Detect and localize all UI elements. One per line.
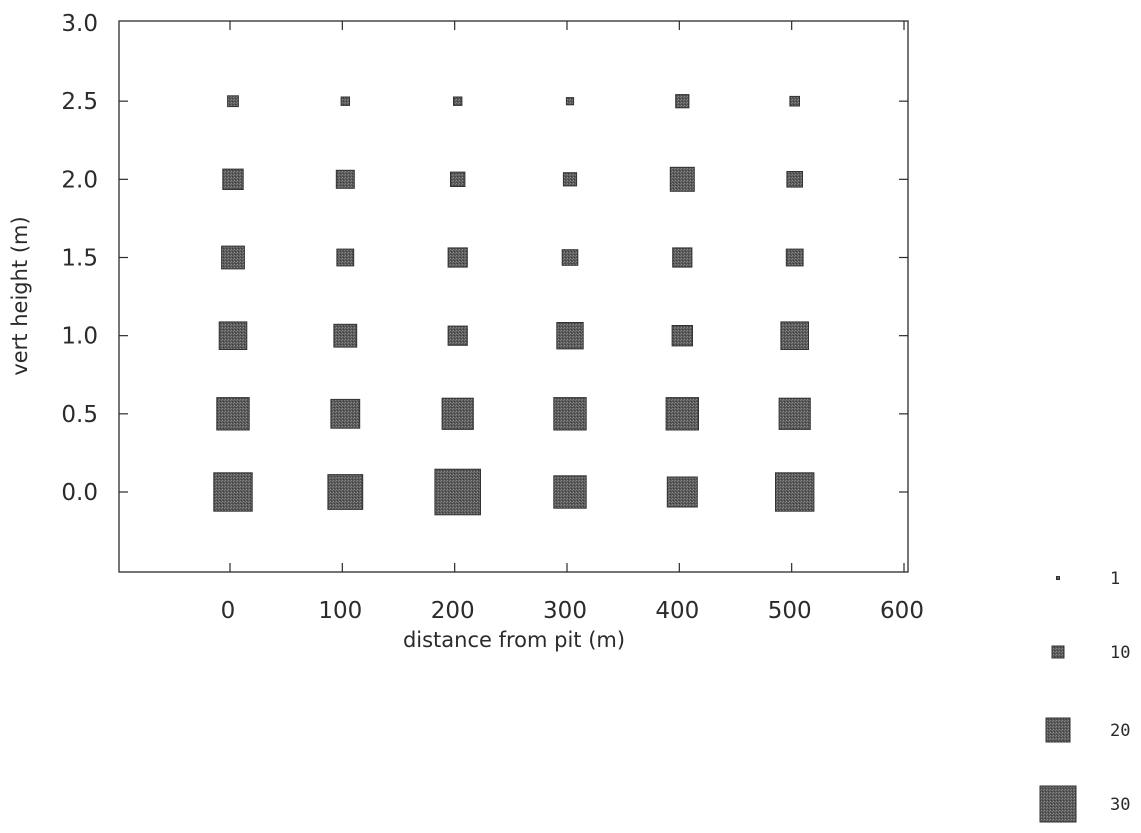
x-tick-label: 400 bbox=[655, 598, 699, 624]
size-legend: 1 10 20 30 bbox=[1039, 569, 1130, 823]
legend-marker bbox=[1056, 576, 1060, 580]
data-markers bbox=[213, 94, 815, 516]
data-point bbox=[447, 325, 468, 346]
data-point bbox=[340, 96, 351, 106]
data-point bbox=[565, 97, 575, 106]
legend-label: 30 bbox=[1110, 795, 1130, 815]
data-point bbox=[789, 95, 801, 107]
data-point bbox=[785, 248, 804, 267]
plot-frame bbox=[118, 20, 909, 573]
data-point bbox=[786, 171, 804, 188]
data-point bbox=[222, 168, 244, 191]
data-point bbox=[213, 472, 253, 512]
x-axis-label: distance from pit (m) bbox=[403, 628, 625, 652]
data-point bbox=[665, 397, 699, 431]
legend-marker bbox=[1051, 645, 1065, 659]
data-point bbox=[556, 322, 584, 350]
data-point bbox=[561, 249, 579, 266]
x-tick-label: 200 bbox=[431, 598, 475, 624]
y-tick-label: 0.0 bbox=[61, 480, 98, 506]
data-point bbox=[778, 397, 811, 430]
y-tick-label: 3.0 bbox=[61, 11, 98, 37]
data-point bbox=[775, 472, 815, 512]
x-tick-label: 600 bbox=[880, 598, 924, 624]
data-point bbox=[330, 398, 361, 429]
x-tick-label: 500 bbox=[768, 598, 812, 624]
data-point bbox=[447, 247, 468, 268]
x-tick-label: 300 bbox=[543, 598, 587, 624]
data-point bbox=[780, 321, 810, 350]
data-point bbox=[553, 475, 587, 509]
legend-label: 1 bbox=[1110, 569, 1120, 589]
data-point bbox=[671, 325, 693, 347]
legend-marker bbox=[1039, 785, 1077, 823]
data-point bbox=[227, 95, 239, 108]
data-point bbox=[333, 323, 358, 348]
data-point bbox=[666, 476, 698, 508]
data-point bbox=[336, 248, 355, 267]
x-tick-label: 100 bbox=[318, 598, 362, 624]
data-point bbox=[669, 166, 695, 192]
data-point bbox=[218, 321, 248, 350]
data-point bbox=[441, 397, 474, 430]
y-tick-label: 1.0 bbox=[61, 324, 98, 350]
legend-label: 10 bbox=[1110, 643, 1130, 663]
data-point bbox=[216, 397, 250, 431]
data-point bbox=[453, 96, 463, 106]
legend-marker bbox=[1045, 717, 1071, 743]
x-tick-label: 0 bbox=[221, 598, 236, 624]
data-point bbox=[450, 171, 466, 188]
y-axis-label: vert height (m) bbox=[8, 216, 32, 375]
data-point bbox=[672, 247, 693, 268]
y-tick-label: 2.5 bbox=[61, 89, 98, 115]
y-tick-label: 2.0 bbox=[61, 167, 98, 193]
data-point bbox=[553, 397, 587, 431]
data-point bbox=[221, 245, 245, 270]
y-tick-label: 1.5 bbox=[61, 246, 98, 272]
data-point bbox=[335, 169, 355, 189]
y-tick-label: 0.5 bbox=[61, 402, 98, 428]
y-tick-labels: 0.0 0.5 1.0 1.5 2.0 2.5 3.0 bbox=[61, 11, 98, 506]
data-point bbox=[434, 468, 481, 516]
data-point bbox=[562, 172, 578, 187]
data-point bbox=[675, 94, 690, 109]
axis-ticks bbox=[119, 21, 908, 572]
legend-label: 20 bbox=[1110, 721, 1130, 741]
data-point bbox=[327, 474, 364, 510]
x-tick-labels: 0 100 200 300 400 500 600 bbox=[221, 598, 924, 624]
